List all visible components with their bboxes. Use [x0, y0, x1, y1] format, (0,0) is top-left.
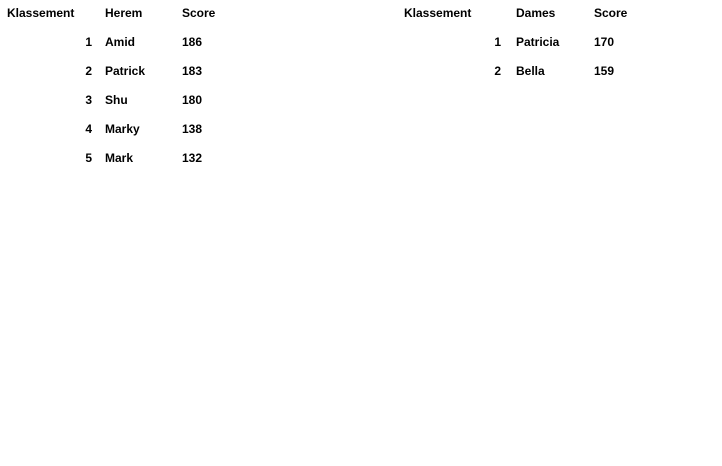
rank: 5	[85, 151, 92, 165]
table-row: 5 Mark 132	[0, 145, 260, 174]
rank: 1	[85, 35, 92, 49]
header-klassement: Klassement	[404, 6, 472, 20]
header-klassement: Klassement	[7, 6, 75, 20]
header-name: Dames	[516, 6, 556, 20]
table-row: 2 Bella 159	[397, 58, 657, 87]
score: 180	[182, 93, 203, 107]
table-row: 4 Marky 138	[0, 116, 260, 145]
rank: 2	[494, 64, 501, 78]
rank: 3	[85, 93, 92, 107]
player-name: Patrick	[105, 64, 146, 78]
player-name: Mark	[105, 151, 134, 165]
header-score: Score	[182, 6, 216, 20]
score: 138	[182, 122, 203, 136]
score: 183	[182, 64, 203, 78]
rank: 1	[494, 35, 501, 49]
table-row: 1 Amid 186	[0, 29, 260, 58]
women-ranking-table: Klassement Dames Score 1 Patricia 170 2 …	[397, 0, 657, 87]
player-name: Marky	[105, 122, 140, 136]
table-row: 1 Patricia 170	[397, 29, 657, 58]
rank: 4	[85, 122, 92, 136]
table-row: 3 Shu 180	[0, 87, 260, 116]
table-header: Klassement Dames Score	[397, 0, 657, 29]
player-name: Shu	[105, 93, 128, 107]
player-name: Patricia	[516, 35, 560, 49]
score: 170	[594, 35, 615, 49]
score: 186	[182, 35, 203, 49]
rank: 2	[85, 64, 92, 78]
table-row: 2 Patrick 183	[0, 58, 260, 87]
header-score: Score	[594, 6, 628, 20]
score: 132	[182, 151, 203, 165]
men-ranking-table: Klassement Herem Score 1 Amid 186 2 Patr…	[0, 0, 260, 174]
header-name: Herem	[105, 6, 143, 20]
player-name: Bella	[516, 64, 545, 78]
table-header: Klassement Herem Score	[0, 0, 260, 29]
player-name: Amid	[105, 35, 135, 49]
score: 159	[594, 64, 615, 78]
